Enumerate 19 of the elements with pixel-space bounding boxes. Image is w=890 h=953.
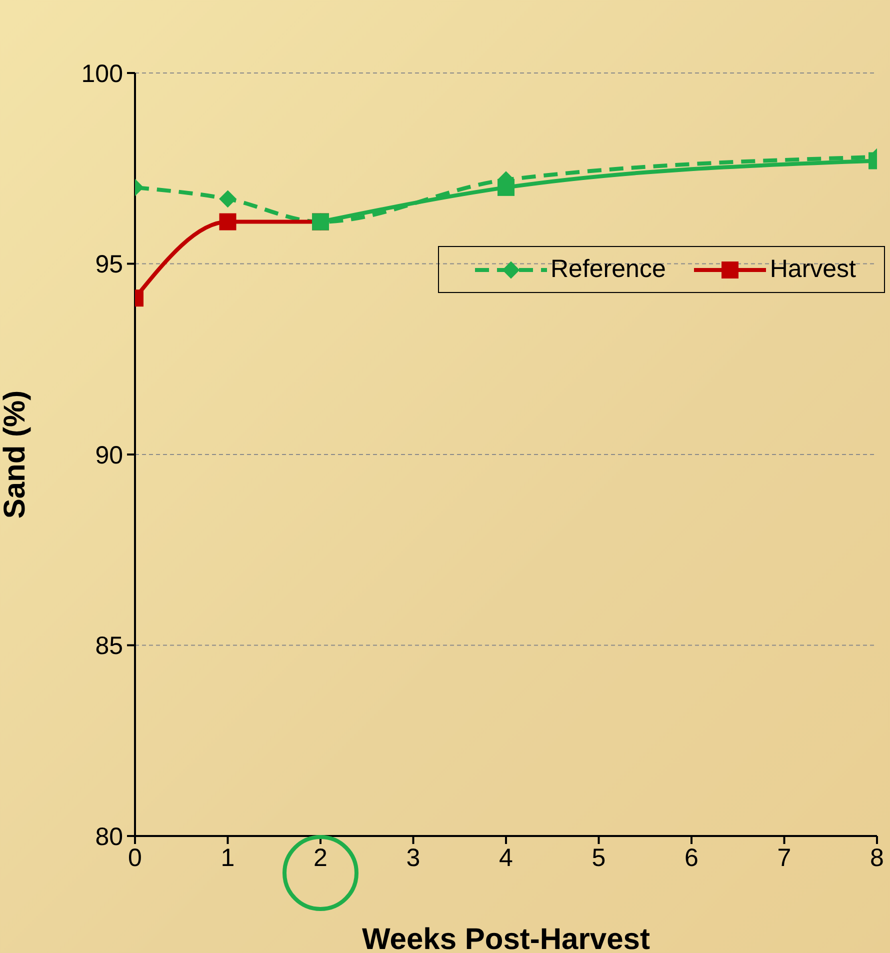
- x-axis-title: Weeks Post-Harvest: [362, 923, 650, 953]
- x-tick-label: 7: [777, 844, 792, 872]
- y-axis-title: Sand (%): [0, 390, 32, 519]
- x-tick-label: 0: [128, 844, 142, 872]
- y-tick-label: 85: [95, 632, 123, 660]
- legend-label: Harvest: [770, 255, 856, 284]
- x-tick-label: 2: [314, 844, 328, 872]
- y-tick-label: 100: [81, 60, 123, 88]
- y-tick-label: 95: [95, 250, 123, 279]
- x-tick-label: 8: [870, 844, 884, 872]
- point: [498, 178, 514, 196]
- x-tick-label: 4: [499, 844, 514, 872]
- y-tick-label: 90: [95, 441, 123, 470]
- x-tick-label: 6: [684, 844, 698, 872]
- y-tick-label: 80: [95, 822, 123, 851]
- legend-label: Reference: [550, 255, 666, 284]
- x-tick-label: 3: [406, 844, 420, 872]
- x-tick-label: 1: [220, 844, 235, 872]
- x-tick-label: 5: [592, 844, 606, 872]
